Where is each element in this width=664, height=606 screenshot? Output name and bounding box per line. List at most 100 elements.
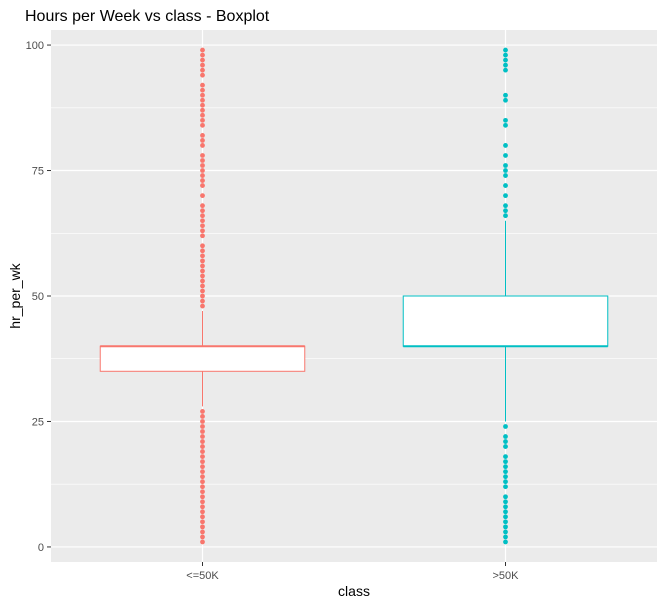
outlier-point <box>503 208 508 214</box>
outlier-point <box>503 193 508 199</box>
outlier-point <box>200 499 205 505</box>
outlier-point <box>200 213 205 219</box>
outlier-point <box>503 484 508 490</box>
outlier-point <box>503 534 508 540</box>
outlier-point <box>200 153 205 158</box>
outlier-point <box>503 494 508 500</box>
x-tick-label: >50K <box>493 570 520 582</box>
outlier-point <box>200 414 205 419</box>
outlier-point <box>503 504 508 510</box>
outlier-point <box>200 168 205 173</box>
outlier-point <box>503 444 508 449</box>
outlier-point <box>200 424 205 429</box>
outlier-point <box>503 97 508 103</box>
outlier-point <box>200 429 205 434</box>
outlier-point <box>200 449 205 454</box>
outlier-point <box>200 193 205 199</box>
outlier-point <box>503 459 508 465</box>
box-2 <box>402 47 609 545</box>
outlier-point <box>503 479 508 485</box>
y-tick-label: 50 <box>32 291 44 303</box>
outlier-point <box>200 529 205 535</box>
y-axis-title: hr_per_wk <box>7 262 23 328</box>
outlier-point <box>503 122 508 128</box>
outlier-point <box>200 514 205 520</box>
outlier-point <box>503 439 508 444</box>
outlier-point <box>503 524 508 530</box>
outlier-point <box>200 122 205 128</box>
y-tick-label: 0 <box>38 542 44 554</box>
outlier-point <box>200 419 205 424</box>
outlier-point <box>200 138 205 143</box>
outlier-point <box>503 183 508 188</box>
outlier-point <box>200 474 205 480</box>
outlier-point <box>503 203 508 209</box>
outlier-point <box>503 47 508 53</box>
outlier-point <box>200 409 205 414</box>
outlier-point <box>200 469 205 475</box>
outlier-point <box>200 273 205 279</box>
outlier-point <box>503 539 508 545</box>
outlier-point <box>200 524 205 530</box>
outlier-point <box>200 132 205 138</box>
outlier-point <box>503 62 508 68</box>
outlier-point <box>200 92 205 98</box>
outlier-point <box>200 82 205 88</box>
outlier-point <box>503 474 508 480</box>
outlier-point <box>200 183 205 188</box>
outlier-point <box>200 102 205 108</box>
outlier-point <box>200 163 205 168</box>
outlier-point <box>503 52 508 58</box>
outlier-point <box>200 293 205 299</box>
outlier-point <box>503 153 508 158</box>
x-axis: <=50K >50K <box>186 562 519 582</box>
outlier-point <box>503 509 508 515</box>
outlier-point <box>200 243 205 249</box>
outlier-point <box>200 298 205 304</box>
outlier-point <box>503 529 508 535</box>
outlier-point <box>200 208 205 214</box>
outlier-point <box>200 233 205 239</box>
outlier-point <box>200 509 205 515</box>
outlier-point <box>200 218 205 224</box>
outlier-point <box>200 534 205 540</box>
outlier-point <box>200 278 205 284</box>
outlier-point <box>200 117 205 123</box>
outlier-point <box>503 173 508 178</box>
outlier-point <box>503 514 508 520</box>
outlier-point <box>503 434 508 439</box>
outlier-point <box>200 87 205 93</box>
outlier-point <box>503 454 508 460</box>
y-tick-label: 100 <box>26 40 44 52</box>
outlier-point <box>200 72 205 78</box>
outlier-point <box>200 288 205 294</box>
outlier-point <box>200 489 205 495</box>
outlier-point <box>200 444 205 449</box>
y-tick-label: 75 <box>32 166 44 178</box>
outlier-point <box>503 117 508 123</box>
outlier-point <box>200 504 205 510</box>
x-tick-label: <=50K <box>186 570 219 582</box>
outlier-point <box>200 248 205 254</box>
chart-title: Hours per Week vs class - Boxplot <box>25 8 270 25</box>
outlier-point <box>200 303 205 309</box>
outlier-point <box>200 464 205 470</box>
outlier-point <box>200 112 205 118</box>
outlier-point <box>200 494 205 500</box>
outlier-point <box>200 263 205 269</box>
outlier-point <box>503 424 508 429</box>
outlier-point <box>200 283 205 289</box>
outlier-point <box>200 434 205 439</box>
outlier-point <box>200 62 205 68</box>
outlier-point <box>200 519 205 525</box>
outlier-point <box>200 479 205 485</box>
box-iqr <box>99 345 306 372</box>
outlier-point <box>200 454 205 460</box>
outlier-point <box>200 178 205 183</box>
outlier-point <box>503 213 508 219</box>
y-tick-label: 25 <box>32 416 44 428</box>
y-axis: 0 25 50 75 100 <box>26 40 51 554</box>
outlier-point <box>200 228 205 234</box>
x-axis-title: class <box>338 583 370 599</box>
outlier-point <box>200 484 205 490</box>
